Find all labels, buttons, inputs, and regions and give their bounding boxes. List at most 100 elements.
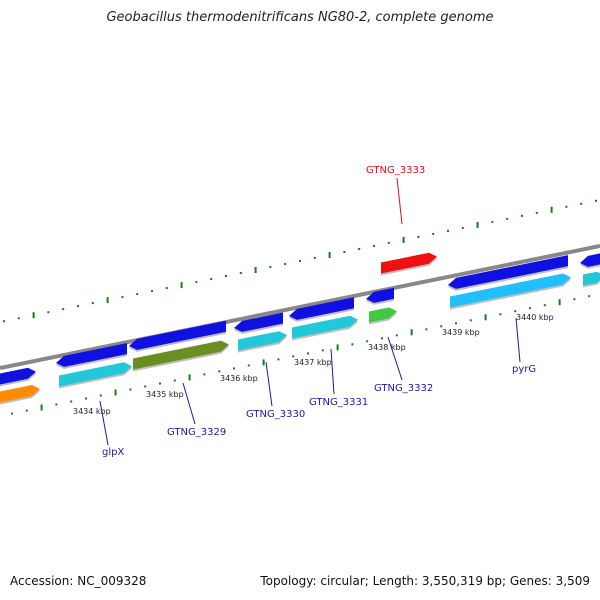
- major-tick: [402, 236, 405, 243]
- gene-label-gtng3332[interactable]: GTNG_3332: [374, 383, 433, 394]
- minor-tick: [535, 211, 538, 214]
- major-tick: [188, 374, 191, 381]
- minor-tick: [55, 403, 58, 406]
- cds-feature[interactable]: [0, 367, 36, 386]
- outer-tick-track: [3, 199, 597, 323]
- minor-tick: [469, 319, 472, 322]
- minor-tick: [11, 412, 13, 415]
- minor-tick: [25, 409, 28, 412]
- rna-feature[interactable]: [450, 273, 571, 308]
- minor-tick: [588, 295, 591, 298]
- minor-tick: [595, 199, 597, 202]
- green-feature[interactable]: [369, 307, 397, 323]
- major-tick: [328, 252, 331, 258]
- minor-tick: [447, 229, 449, 232]
- minor-tick: [239, 272, 242, 274]
- minor-tick: [62, 308, 65, 311]
- minor-tick: [91, 302, 94, 305]
- minor-tick: [321, 349, 324, 352]
- minor-tick: [514, 310, 517, 313]
- minor-tick: [417, 235, 420, 238]
- minor-tick: [395, 334, 398, 337]
- cds-feature[interactable]: [234, 312, 283, 332]
- minor-tick: [269, 266, 272, 268]
- minor-tick: [165, 287, 168, 290]
- minor-tick: [77, 305, 79, 308]
- minor-tick: [151, 290, 153, 293]
- cds-feature[interactable]: [580, 252, 600, 267]
- genome-title: Geobacillus thermodenitrificans NG80-2, …: [106, 10, 494, 25]
- rna-feature[interactable]: [292, 315, 358, 339]
- minor-tick: [129, 388, 132, 391]
- genome-stats-text: Topology: circular; Length: 3,550,319 bp…: [260, 574, 590, 588]
- scale-label: 3439 kbp: [442, 328, 480, 337]
- major-tick: [180, 282, 183, 289]
- leader-line-pyrg: [515, 317, 521, 363]
- minor-tick: [461, 226, 464, 229]
- minor-tick: [491, 220, 494, 223]
- minor-tick: [573, 298, 576, 301]
- gene-label-pyrg[interactable]: pyrG: [512, 364, 536, 375]
- minor-tick: [521, 214, 523, 217]
- cds-feature[interactable]: [129, 320, 226, 350]
- minor-tick: [543, 304, 546, 307]
- cds-feature[interactable]: [56, 343, 127, 367]
- cds-feature[interactable]: [289, 297, 354, 320]
- minor-tick: [121, 296, 124, 299]
- orange-feature[interactable]: [0, 385, 40, 404]
- leader-line-gtng3332: [387, 336, 403, 381]
- major-tick: [476, 221, 479, 228]
- minor-tick: [529, 307, 531, 310]
- minor-tick: [299, 260, 301, 262]
- major-tick: [254, 267, 257, 273]
- scale-labels: 3434 kbp 3435 kbp 3436 kbp 3437 kbp 3438…: [73, 313, 554, 416]
- scale-label: 3435 kbp: [146, 390, 184, 399]
- minor-tick: [70, 400, 73, 403]
- minor-tick: [499, 313, 502, 316]
- scale-label: 3438 kbp: [368, 343, 406, 352]
- minor-tick: [233, 367, 235, 370]
- scale-label: 3437 kbp: [294, 358, 332, 367]
- gene-label-gtng3330[interactable]: GTNG_3330: [246, 409, 305, 420]
- cds-feature[interactable]: [366, 287, 394, 303]
- minor-tick: [195, 281, 198, 284]
- minor-tick: [565, 205, 568, 208]
- minor-tick: [17, 317, 20, 320]
- minor-tick: [284, 263, 287, 265]
- gene-label-gtng3331[interactable]: GTNG_3331: [309, 397, 368, 408]
- minor-tick: [173, 379, 176, 382]
- olive-feature[interactable]: [133, 340, 229, 370]
- major-tick: [336, 344, 339, 351]
- leader-line-gtng3333: [396, 177, 403, 225]
- rna-feature[interactable]: [59, 362, 132, 387]
- minor-tick: [381, 337, 383, 340]
- minor-tick: [225, 275, 227, 277]
- minor-tick: [351, 343, 354, 346]
- gene-label-gtng3329[interactable]: GTNG_3329: [167, 427, 226, 438]
- gene-label-gtng3333[interactable]: GTNG_3333: [366, 165, 425, 176]
- gene-label-glpx[interactable]: glpX: [102, 447, 124, 458]
- minor-tick: [144, 385, 147, 388]
- leader-line-glpx: [99, 400, 109, 446]
- minor-tick: [277, 358, 280, 361]
- minor-tick: [159, 382, 161, 385]
- minor-tick: [373, 245, 375, 247]
- minor-tick: [292, 355, 295, 358]
- minor-tick: [247, 364, 250, 367]
- minor-tick: [366, 340, 369, 343]
- major-tick: [32, 312, 35, 319]
- gene-labels: glpX GTNG_3329 GTNG_3330 GTNG_3331 GTNG_…: [102, 165, 536, 458]
- rna-feature[interactable]: [238, 331, 287, 351]
- major-tick: [262, 359, 265, 366]
- gene-label-lines: [99, 177, 521, 446]
- minor-tick: [506, 217, 509, 220]
- minor-tick: [3, 320, 5, 323]
- rna-feature[interactable]: [583, 271, 600, 286]
- major-tick: [40, 404, 43, 411]
- highlighted-gene-gtng3333[interactable]: [381, 252, 437, 274]
- minor-tick: [210, 278, 213, 281]
- minor-tick: [343, 251, 346, 253]
- cds-feature[interactable]: [448, 255, 568, 289]
- major-tick: [484, 314, 487, 321]
